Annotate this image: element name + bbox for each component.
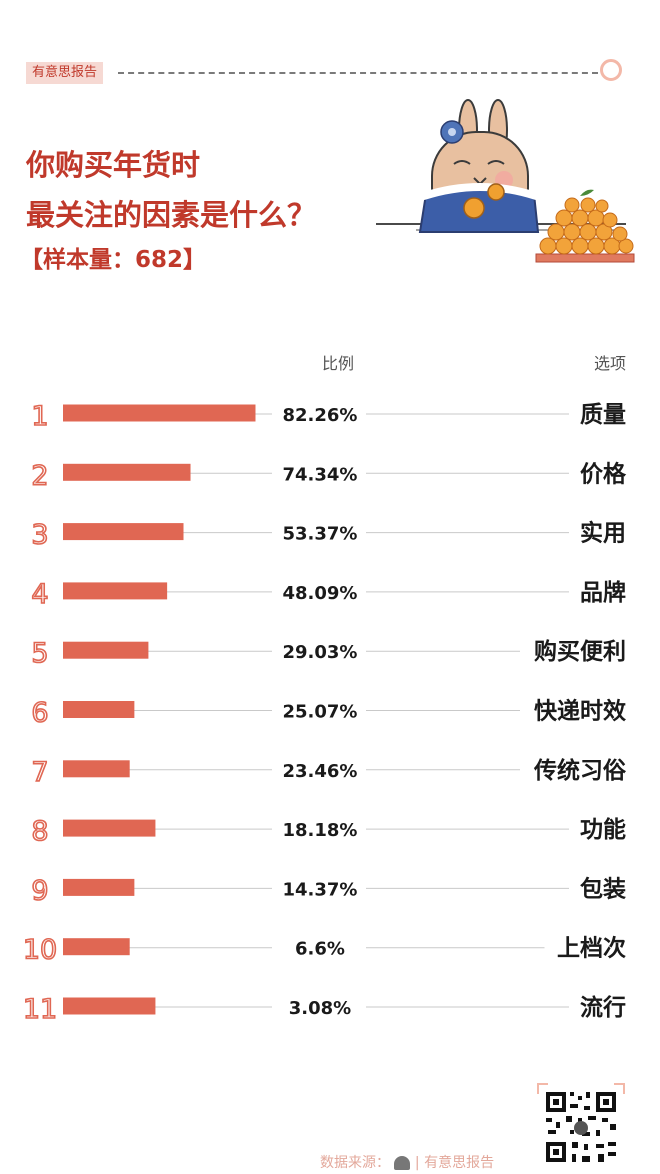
bar xyxy=(63,582,168,600)
ratio-column-header: 比例 xyxy=(322,354,355,373)
category-label: 功能 xyxy=(580,816,626,843)
qr-code-icon xyxy=(537,1083,625,1162)
category-label: 传统习俗 xyxy=(533,757,627,784)
value-label: 3.08% xyxy=(289,998,351,1019)
rank-label: 7 xyxy=(31,757,48,788)
circle-icon xyxy=(600,59,622,81)
dashed-divider xyxy=(118,72,598,74)
bar xyxy=(63,819,156,837)
chart-title-line-2: 最关注的因素是什么？ xyxy=(26,198,317,232)
category-label: 上档次 xyxy=(557,935,626,962)
value-label: 25.07% xyxy=(283,702,358,723)
bar xyxy=(63,878,135,896)
chart-title-line-1: 你购买年货时 xyxy=(26,148,201,182)
bar-chart: 1 82.26% 质量 2 74.34% 价格 3 53.37% 实用 4 48.09% 品牌 5 29.… xyxy=(22,400,627,1026)
rank-label: 9 xyxy=(31,875,48,906)
value-label: 48.09% xyxy=(283,583,358,604)
option-column-header: 选项 xyxy=(594,354,627,373)
rank-label: 3 xyxy=(31,520,48,551)
data-source-label: 数据来源： | 有意思报告 xyxy=(320,1152,494,1172)
rabbit-oranges-illustration xyxy=(376,99,635,263)
rank-label: 10 xyxy=(23,935,57,966)
value-label: 74.34% xyxy=(283,464,358,485)
rank-label: 4 xyxy=(31,579,48,610)
data-source-prefix: 数据来源： xyxy=(320,1155,390,1171)
sample-size-label: 【样本量：682】 xyxy=(20,247,207,273)
bar xyxy=(63,760,130,778)
category-label: 质量 xyxy=(580,402,626,428)
category-label: 购买便利 xyxy=(534,639,626,665)
rank-label: 2 xyxy=(31,460,48,491)
bar xyxy=(63,404,256,422)
category-label: 包装 xyxy=(580,875,626,902)
value-label: 14.37% xyxy=(283,879,358,900)
source-divider: | xyxy=(414,1155,420,1171)
rabbit-icon xyxy=(394,1156,411,1170)
brand-tag: 有意思报告 xyxy=(26,62,104,84)
value-label: 6.6% xyxy=(295,939,345,960)
rank-label: 8 xyxy=(31,816,48,847)
category-label: 价格 xyxy=(580,460,627,487)
qr-code xyxy=(536,1082,626,1170)
rank-label: 6 xyxy=(31,698,48,729)
bar xyxy=(63,997,156,1015)
rank-label: 5 xyxy=(31,638,48,669)
category-label: 流行 xyxy=(580,994,626,1021)
rank-label: 1 xyxy=(31,401,48,432)
category-label: 实用 xyxy=(580,520,626,547)
value-label: 53.37% xyxy=(283,524,358,545)
category-label: 快递时效 xyxy=(534,698,626,725)
data-source-brand: 有意思报告 xyxy=(424,1155,495,1171)
rank-label: 11 xyxy=(23,994,57,1025)
value-label: 23.46% xyxy=(283,761,358,782)
bar xyxy=(63,641,149,659)
bar xyxy=(63,701,135,718)
value-label: 29.03% xyxy=(283,642,358,663)
bar xyxy=(63,938,130,956)
value-label: 82.26% xyxy=(283,405,358,426)
category-label: 品牌 xyxy=(580,579,626,606)
bar xyxy=(63,523,184,541)
value-label: 18.18% xyxy=(283,820,358,841)
bar xyxy=(63,463,191,481)
